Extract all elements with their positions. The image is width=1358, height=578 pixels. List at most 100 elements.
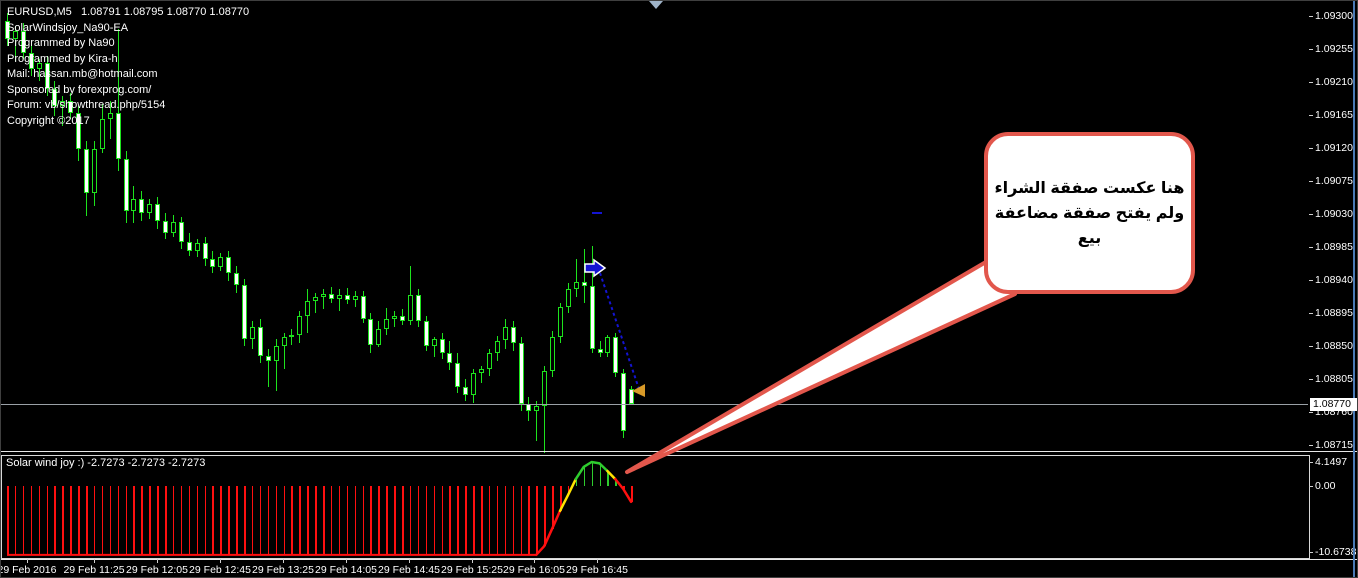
indicator-bar	[188, 486, 191, 555]
candle-bullish	[249, 327, 255, 339]
candle-bullish	[550, 336, 556, 372]
time-axis-label: 29 Feb 11:25	[63, 564, 125, 576]
symbol-ohlc-readout: EURUSD,M5 1.08791 1.08795 1.08770 1.0877…	[7, 6, 250, 18]
ea-info-line: Mail: hassan.mb@hotmail.com	[7, 68, 158, 80]
price-axis-label: 1.08985	[1315, 240, 1353, 253]
callout-line-3: بيع	[1077, 229, 1102, 247]
indicator-axis-tick	[1309, 462, 1313, 463]
indicator-curve-segment	[535, 509, 562, 557]
ea-info-line: Programmed by Kira-h	[7, 52, 118, 65]
indicator-bar	[599, 463, 601, 486]
time-axis-label: 29 Feb 14:45	[378, 564, 440, 576]
pane-separator[interactable]	[1, 451, 1357, 452]
candle-bullish	[558, 306, 563, 337]
candle-bearish	[518, 342, 524, 405]
candle-bullish	[479, 369, 484, 373]
callout-line-1: هنا عكست صفقة الشراء	[994, 179, 1185, 197]
time-axis-tick	[220, 559, 221, 563]
candle-bullish	[289, 335, 295, 338]
indicator-bar	[552, 486, 554, 529]
candle-bullish	[392, 316, 398, 320]
candle-bullish	[218, 256, 224, 268]
indicator-bar	[631, 486, 633, 502]
indicator-bar	[259, 486, 262, 555]
indicator-axis-label: 4.1497	[1315, 456, 1348, 468]
candle-bullish	[336, 295, 342, 299]
indicator-bar	[7, 486, 9, 555]
indicator-bar	[267, 486, 270, 555]
candle-bullish	[91, 149, 97, 194]
callout-tail	[625, 257, 1017, 474]
candle-bullish	[147, 204, 153, 213]
time-axis-label: 29 Feb 16:05	[503, 564, 565, 576]
indicator-bar	[330, 486, 333, 555]
indicator-bar	[528, 486, 530, 555]
time-axis-label: 29 Feb 14:05	[315, 564, 377, 576]
candle-bullish	[431, 339, 437, 346]
indicator-bar	[378, 486, 380, 555]
indicator-bar	[172, 486, 175, 555]
indicator-bar	[14, 486, 17, 555]
price-axis-label: 1.08715	[1315, 438, 1353, 451]
indicator-bar	[54, 486, 56, 555]
candle-bullish	[471, 372, 477, 395]
candle-bearish	[439, 339, 445, 353]
chart-header: EURUSD,M5 1.08791 1.08795 1.08770 1.0877…	[7, 5, 249, 129]
candle-wick	[575, 259, 577, 298]
candle-bullish	[376, 328, 382, 345]
indicator-bar	[544, 486, 546, 547]
candle-bullish	[194, 243, 200, 252]
indicator-bar	[386, 486, 388, 555]
candle-wick	[62, 96, 64, 126]
indicator-bar	[402, 486, 404, 555]
indicator-bar	[236, 486, 238, 555]
candle-bullish	[99, 119, 105, 150]
candle-wick	[117, 28, 119, 172]
indicator-bar	[125, 486, 127, 555]
candle-wick	[109, 100, 111, 139]
indicator-axis-tick	[1309, 552, 1313, 553]
candle-bullish	[494, 340, 500, 353]
axis-separator	[1, 559, 1357, 560]
price-axis-label: 1.09030	[1315, 207, 1353, 220]
candle-wick	[323, 289, 324, 309]
time-axis[interactable]: 29 Feb 2016 29 Feb 11:25 29 Feb 12:05 29 Fe…	[0, 559, 1357, 577]
candle-bearish	[20, 31, 26, 54]
candle-bearish	[123, 158, 129, 211]
annotation-callout[interactable]: هنا عكست صفقة الشراء ولم يفتح صفقة مضاعف…	[984, 132, 1195, 294]
indicator-bar	[623, 486, 625, 489]
ea-info-line: Forum: vb/showthread.php/5154	[7, 99, 166, 111]
indicator-axis-label: 0.00	[1315, 480, 1336, 492]
time-axis-label: 29 Feb 12:45	[189, 564, 251, 576]
price-axis-tick	[1309, 279, 1313, 281]
candle-wick	[394, 311, 396, 328]
candle-bullish	[12, 31, 18, 40]
indicator-bar	[473, 486, 475, 555]
candle-bearish	[210, 259, 216, 268]
time-axis-label: 29 Feb 2016	[0, 564, 57, 576]
candle-bullish	[131, 199, 137, 211]
indicator-bar	[512, 486, 515, 555]
indicator-bar	[228, 486, 230, 555]
candle-bullish	[384, 319, 390, 329]
indicator-bar	[46, 486, 48, 555]
candle-bearish	[621, 372, 627, 431]
indicator-bar	[109, 486, 112, 555]
candle-bearish	[76, 113, 82, 150]
indicator-bar	[465, 486, 467, 555]
time-axis-label: 29 Feb 15:25	[441, 564, 503, 576]
time-axis-tick	[346, 559, 347, 563]
indicator-bar	[165, 486, 167, 555]
candle-bullish	[281, 336, 287, 346]
candle-wick	[315, 292, 317, 314]
time-axis-tick	[597, 559, 598, 563]
time-axis-tick	[94, 559, 95, 563]
window-frame-edge	[1353, 1, 1355, 577]
candle-bearish	[226, 256, 232, 273]
indicator-bar	[38, 486, 41, 555]
symbol-marker-icon	[649, 1, 663, 9]
candle-bullish	[486, 352, 492, 369]
indicator-bar	[457, 486, 459, 555]
indicator-bar	[441, 486, 443, 555]
